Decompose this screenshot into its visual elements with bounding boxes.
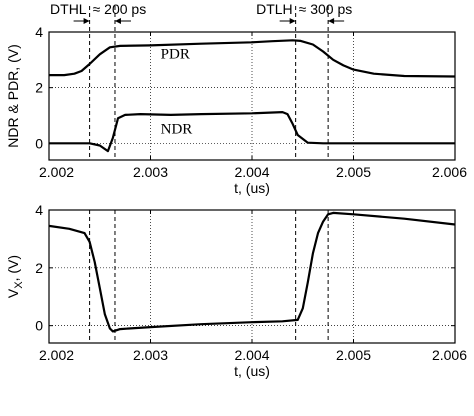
x-tick-label: 2.006 (432, 164, 467, 180)
arrowhead-right (83, 18, 90, 24)
y-axis-label: NDR & PDR, (V) (5, 44, 21, 147)
arrowhead-left (328, 18, 335, 24)
x-axis-label: t, (us) (234, 363, 270, 379)
annotation-text: ≈ 200 ps (93, 1, 147, 17)
arrowhead-right (289, 18, 296, 24)
series-line-pdr (49, 39, 456, 78)
annotation-text: DTHL (50, 1, 87, 17)
x-tick-label: 2.006 (432, 347, 467, 363)
x-tick-label: 2.004 (234, 347, 269, 363)
series-line-vx (48, 211, 456, 333)
y-tick-label: 4 (35, 202, 43, 218)
series-label-pdr: PDR (161, 46, 190, 62)
panel-1: 2.002 2.003 2.004 2.005 2.006 0 2 4 PDR NDR t, (us… (5, 1, 467, 196)
y-tick-label: 4 (35, 24, 43, 40)
y-tick-label: 0 (35, 135, 43, 151)
x-tick-label: 2.002 (39, 347, 74, 363)
annotation-text: ≈ 300 ps (299, 1, 353, 17)
x-tick-label: 2.005 (336, 164, 371, 180)
x-tick-label: 2.005 (336, 347, 371, 363)
y-axis-label: VX, (V) (5, 255, 25, 298)
delay-annotation: DTLH ≈ 300 ps (256, 1, 352, 24)
x-axis-label: t, (us) (234, 180, 270, 196)
annotation-text: DTLH (256, 1, 293, 17)
x-tick-label: 2.003 (133, 347, 168, 363)
panel-2: 2.002 2.003 2.004 2.005 2.006 0 2 4 t, (us) VX, (… (5, 202, 467, 379)
series-line-ndr (49, 110, 455, 153)
series-label-ndr: NDR (161, 122, 193, 138)
y-tick-label: 2 (35, 260, 43, 276)
x-tick-label: 2.003 (133, 164, 168, 180)
y-tick-label: 0 (35, 318, 43, 334)
delay-annotation: DTHL ≈ 200 ps (50, 1, 146, 24)
x-tick-label: 2.004 (234, 164, 269, 180)
arrowhead-left (114, 18, 121, 24)
x-tick-label: 2.002 (39, 164, 74, 180)
y-tick-label: 2 (35, 80, 43, 96)
